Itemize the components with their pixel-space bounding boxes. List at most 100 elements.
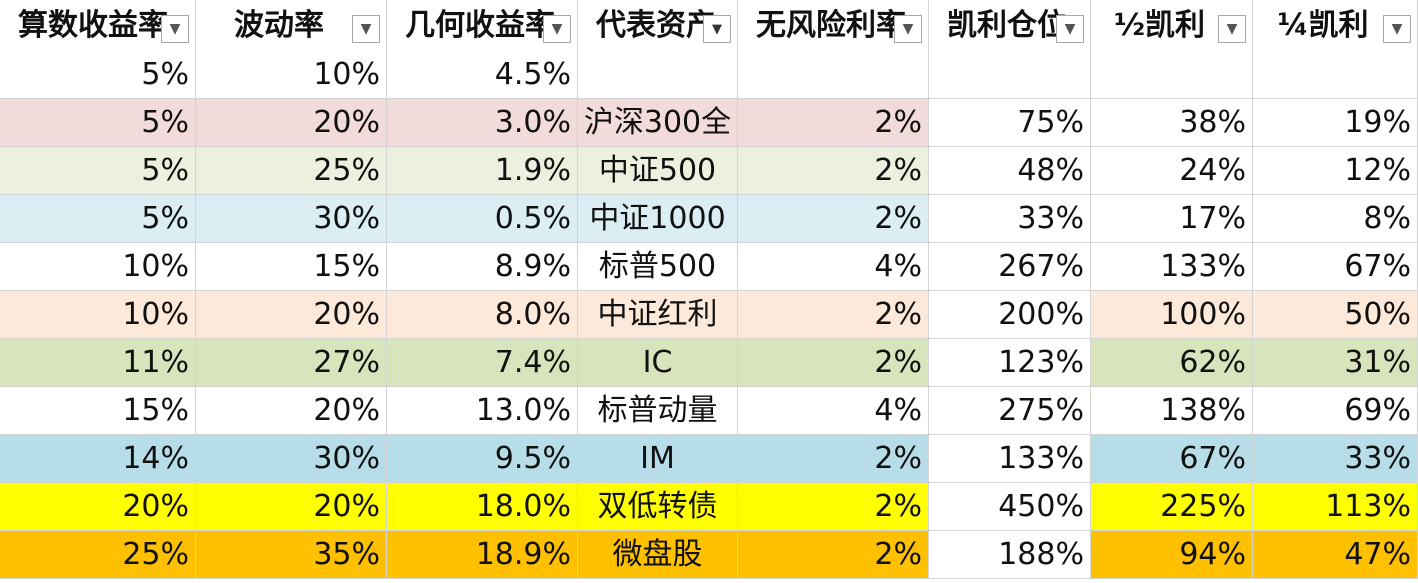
cell-risk-free-rate[interactable]: 2% [738, 483, 929, 531]
cell-arithmetic-return[interactable]: 10% [0, 243, 196, 291]
cell-half-kelly[interactable] [1091, 51, 1253, 99]
cell-quarter-kelly[interactable]: 19% [1253, 99, 1418, 147]
cell-geometric-return[interactable]: 1.9% [387, 147, 578, 195]
cell-arithmetic-return[interactable]: 5% [0, 99, 196, 147]
cell-risk-free-rate[interactable]: 2% [738, 531, 929, 579]
cell-half-kelly[interactable]: 94% [1091, 531, 1253, 579]
cell-arithmetic-return[interactable]: 5% [0, 147, 196, 195]
filter-dropdown-icon[interactable]: ▼ [1218, 15, 1246, 43]
cell-kelly-position[interactable]: 48% [929, 147, 1091, 195]
header-geometric-return[interactable]: 几何收益率 ▼ [387, 0, 578, 51]
cell-asset[interactable]: 沪深300全 [578, 99, 738, 147]
cell-asset[interactable]: 微盘股 [578, 531, 738, 579]
cell-half-kelly[interactable]: 225% [1091, 483, 1253, 531]
header-arithmetic-return[interactable]: 算数收益率 ▼ [0, 0, 196, 51]
header-half-kelly[interactable]: ½凯利 ▼ [1091, 0, 1253, 51]
filter-dropdown-icon[interactable]: ▼ [894, 15, 922, 43]
filter-dropdown-icon[interactable]: ▼ [1383, 15, 1411, 43]
cell-asset[interactable] [578, 51, 738, 99]
header-quarter-kelly[interactable]: ¼凯利 ▼ [1253, 0, 1418, 51]
cell-risk-free-rate[interactable] [738, 51, 929, 99]
cell-half-kelly[interactable]: 62% [1091, 339, 1253, 387]
cell-kelly-position[interactable]: 275% [929, 387, 1091, 435]
cell-volatility[interactable]: 20% [196, 483, 387, 531]
cell-asset[interactable]: 标普动量 [578, 387, 738, 435]
cell-kelly-position[interactable]: 450% [929, 483, 1091, 531]
cell-volatility[interactable]: 10% [196, 51, 387, 99]
cell-asset[interactable]: 双低转债 [578, 483, 738, 531]
header-volatility[interactable]: 波动率 ▼ [196, 0, 387, 51]
cell-volatility[interactable]: 25% [196, 147, 387, 195]
cell-volatility[interactable]: 20% [196, 291, 387, 339]
cell-geometric-return[interactable]: 18.0% [387, 483, 578, 531]
cell-geometric-return[interactable]: 4.5% [387, 51, 578, 99]
cell-geometric-return[interactable]: 8.9% [387, 243, 578, 291]
cell-quarter-kelly[interactable]: 50% [1253, 291, 1418, 339]
cell-arithmetic-return[interactable]: 10% [0, 291, 196, 339]
cell-half-kelly[interactable]: 133% [1091, 243, 1253, 291]
cell-asset[interactable]: 中证1000 [578, 195, 738, 243]
cell-volatility[interactable]: 35% [196, 531, 387, 579]
cell-arithmetic-return[interactable]: 11% [0, 339, 196, 387]
cell-volatility[interactable]: 20% [196, 387, 387, 435]
cell-arithmetic-return[interactable]: 5% [0, 51, 196, 99]
cell-kelly-position[interactable]: 133% [929, 435, 1091, 483]
cell-kelly-position[interactable]: 267% [929, 243, 1091, 291]
cell-half-kelly[interactable]: 24% [1091, 147, 1253, 195]
cell-half-kelly[interactable]: 67% [1091, 435, 1253, 483]
cell-quarter-kelly[interactable]: 67% [1253, 243, 1418, 291]
cell-half-kelly[interactable]: 100% [1091, 291, 1253, 339]
cell-kelly-position[interactable]: 33% [929, 195, 1091, 243]
header-kelly-position[interactable]: 凯利仓位 ▼ [929, 0, 1091, 51]
cell-geometric-return[interactable]: 0.5% [387, 195, 578, 243]
cell-geometric-return[interactable]: 7.4% [387, 339, 578, 387]
cell-risk-free-rate[interactable]: 2% [738, 195, 929, 243]
cell-kelly-position[interactable]: 75% [929, 99, 1091, 147]
cell-kelly-position[interactable]: 123% [929, 339, 1091, 387]
cell-half-kelly[interactable]: 17% [1091, 195, 1253, 243]
cell-risk-free-rate[interactable]: 4% [738, 387, 929, 435]
header-risk-free-rate[interactable]: 无风险利率 ▼ [738, 0, 929, 51]
cell-arithmetic-return[interactable]: 25% [0, 531, 196, 579]
cell-arithmetic-return[interactable]: 15% [0, 387, 196, 435]
cell-asset[interactable]: IC [578, 339, 738, 387]
cell-volatility[interactable]: 30% [196, 435, 387, 483]
cell-volatility[interactable]: 27% [196, 339, 387, 387]
filter-dropdown-icon[interactable]: ▼ [352, 15, 380, 43]
cell-kelly-position[interactable] [929, 51, 1091, 99]
cell-geometric-return[interactable]: 13.0% [387, 387, 578, 435]
cell-kelly-position[interactable]: 200% [929, 291, 1091, 339]
cell-quarter-kelly[interactable]: 113% [1253, 483, 1418, 531]
cell-quarter-kelly[interactable]: 47% [1253, 531, 1418, 579]
cell-volatility[interactable]: 20% [196, 99, 387, 147]
cell-arithmetic-return[interactable]: 5% [0, 195, 196, 243]
cell-quarter-kelly[interactable]: 8% [1253, 195, 1418, 243]
cell-risk-free-rate[interactable]: 4% [738, 243, 929, 291]
cell-arithmetic-return[interactable]: 20% [0, 483, 196, 531]
cell-geometric-return[interactable]: 9.5% [387, 435, 578, 483]
cell-geometric-return[interactable]: 3.0% [387, 99, 578, 147]
cell-quarter-kelly[interactable]: 12% [1253, 147, 1418, 195]
cell-risk-free-rate[interactable]: 2% [738, 291, 929, 339]
cell-risk-free-rate[interactable]: 2% [738, 99, 929, 147]
cell-quarter-kelly[interactable]: 69% [1253, 387, 1418, 435]
filter-dropdown-icon[interactable]: ▼ [543, 15, 571, 43]
cell-kelly-position[interactable]: 188% [929, 531, 1091, 579]
filter-dropdown-icon[interactable]: ▼ [1056, 15, 1084, 43]
header-representative-asset[interactable]: 代表资产 ▼ [578, 0, 738, 51]
cell-quarter-kelly[interactable]: 33% [1253, 435, 1418, 483]
cell-volatility[interactable]: 30% [196, 195, 387, 243]
cell-geometric-return[interactable]: 8.0% [387, 291, 578, 339]
cell-risk-free-rate[interactable]: 2% [738, 435, 929, 483]
cell-risk-free-rate[interactable]: 2% [738, 147, 929, 195]
cell-quarter-kelly[interactable] [1253, 51, 1418, 99]
cell-geometric-return[interactable]: 18.9% [387, 531, 578, 579]
filter-dropdown-icon[interactable]: ▼ [161, 15, 189, 43]
cell-asset[interactable]: 中证500 [578, 147, 738, 195]
cell-asset[interactable]: 中证红利 [578, 291, 738, 339]
cell-risk-free-rate[interactable]: 2% [738, 339, 929, 387]
cell-half-kelly[interactable]: 38% [1091, 99, 1253, 147]
cell-asset[interactable]: 标普500 [578, 243, 738, 291]
cell-quarter-kelly[interactable]: 31% [1253, 339, 1418, 387]
cell-half-kelly[interactable]: 138% [1091, 387, 1253, 435]
